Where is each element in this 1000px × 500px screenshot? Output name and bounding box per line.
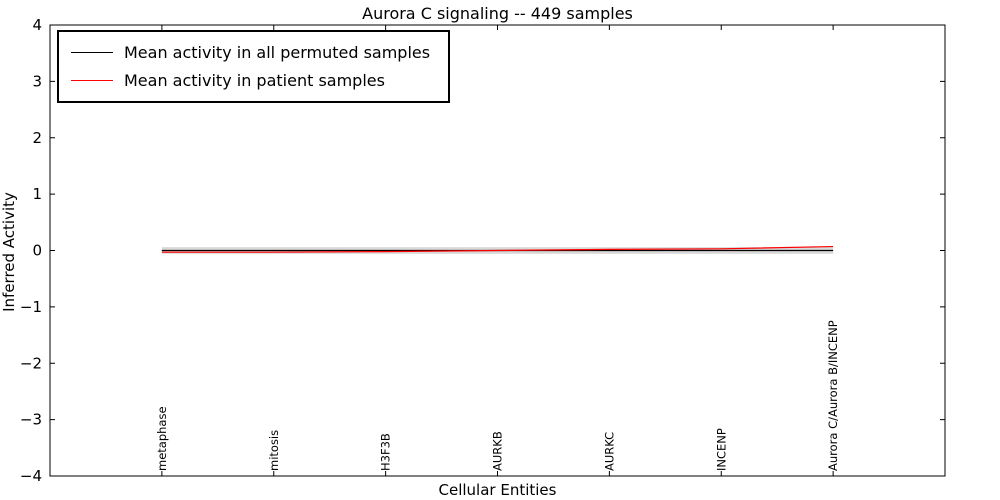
legend-label-permuted: Mean activity in all permuted samples	[124, 43, 431, 62]
x-tick-label: INCENP	[714, 428, 728, 471]
y-tick-label: −2	[20, 354, 42, 372]
legend-item-patient: Mean activity in patient samples	[71, 71, 430, 90]
legend-label-patient: Mean activity in patient samples	[124, 71, 385, 90]
y-tick-label: −4	[20, 467, 42, 485]
legend-item-permuted: Mean activity in all permuted samples	[71, 43, 430, 62]
x-tick-label: Aurora C/Aurora B/INCENP	[826, 320, 840, 471]
y-tick-label: 4	[32, 16, 42, 34]
x-axis-label: Cellular Entities	[438, 481, 557, 499]
x-tick-label: metaphase	[155, 406, 169, 471]
x-tick-label: mitosis	[267, 430, 281, 471]
x-tick-label: H3F3B	[379, 433, 393, 471]
y-tick-label: 1	[32, 185, 42, 203]
legend-line-patient-icon	[71, 80, 113, 81]
legend: Mean activity in all permuted samples Me…	[57, 30, 451, 103]
y-axis-label: Inferred Activity	[0, 192, 18, 312]
y-tick-label: −3	[20, 411, 42, 429]
legend-line-permuted-icon	[71, 52, 113, 53]
y-tick-label: 3	[32, 72, 42, 90]
x-tick-label: AURKB	[491, 431, 505, 471]
y-tick-label: −1	[20, 298, 42, 316]
y-tick-label: 2	[32, 129, 42, 147]
x-tick-label: AURKC	[602, 432, 616, 471]
chart-title: Aurora C signaling -- 449 samples	[362, 4, 633, 23]
series-line-1	[161, 245, 834, 253]
y-tick-label: 0	[32, 242, 42, 260]
